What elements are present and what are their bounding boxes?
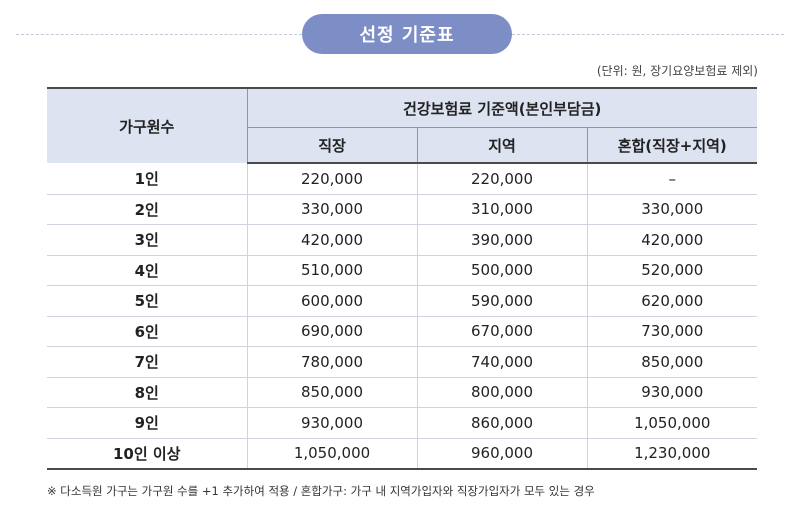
- work-cell: 330,000: [247, 194, 418, 225]
- work-cell: 1,050,000: [247, 438, 418, 470]
- family-count-cell: 10인 이상: [47, 438, 248, 470]
- table-row: 9인 930,000 860,000 1,050,000: [47, 407, 757, 439]
- family-count-cell: 8인: [47, 377, 248, 408]
- work-cell: 850,000: [247, 377, 418, 408]
- mixed-cell: 620,000: [587, 285, 757, 317]
- mixed-cell: 850,000: [587, 346, 757, 378]
- region-cell: 220,000: [417, 163, 588, 195]
- region-cell: 960,000: [417, 438, 588, 470]
- work-cell: 420,000: [247, 224, 418, 256]
- family-count-cell: 1인: [47, 163, 248, 195]
- table-body: 1인 220,000 220,000 – 2인 330,000 310,000 …: [47, 163, 757, 470]
- region-cell: 310,000: [417, 194, 588, 225]
- region-cell: 740,000: [417, 346, 588, 378]
- table-row: 3인 420,000 390,000 420,000: [47, 224, 757, 256]
- family-count-cell: 3인: [47, 224, 248, 256]
- region-cell: 500,000: [417, 255, 588, 286]
- table-row: 6인 690,000 670,000 730,000: [47, 316, 757, 347]
- table-row: 7인 780,000 740,000 850,000: [47, 346, 757, 378]
- work-cell: 600,000: [247, 285, 418, 317]
- region-cell: 590,000: [417, 285, 588, 317]
- region-cell: 390,000: [417, 224, 588, 256]
- region-cell: 670,000: [417, 316, 588, 347]
- work-cell: 510,000: [247, 255, 418, 286]
- mixed-cell: 730,000: [587, 316, 757, 347]
- mixed-cell: 1,050,000: [587, 407, 757, 439]
- mixed-cell: 1,230,000: [587, 438, 757, 470]
- work-cell: 220,000: [247, 163, 418, 195]
- family-count-cell: 9인: [47, 407, 248, 439]
- table-row: 4인 510,000 500,000 520,000: [47, 255, 757, 286]
- header-family-count: 가구원수: [47, 87, 248, 163]
- table-row: 5인 600,000 590,000 620,000: [47, 285, 757, 317]
- mixed-cell: 420,000: [587, 224, 757, 256]
- table-row: 1인 220,000 220,000 –: [47, 163, 757, 195]
- mixed-cell: 330,000: [587, 194, 757, 225]
- footnote: ※ 다소득원 가구는 가구원 수를 +1 추가하여 적용 / 혼합가구: 가구 …: [47, 484, 595, 498]
- table-row: 10인 이상 1,050,000 960,000 1,230,000: [47, 438, 757, 470]
- table-header: 가구원수 건강보험료 기준액(본인부담금) 직장 지역 혼합(직장+지역): [47, 87, 757, 164]
- family-count-cell: 6인: [47, 316, 248, 347]
- page-title: 선정 기준표: [302, 14, 512, 54]
- mixed-cell: 520,000: [587, 255, 757, 286]
- mixed-cell: 930,000: [587, 377, 757, 408]
- work-cell: 690,000: [247, 316, 418, 347]
- family-count-cell: 4인: [47, 255, 248, 286]
- header-mixed: 혼합(직장+지역): [587, 127, 757, 164]
- title-divider-left: [16, 34, 302, 35]
- family-count-cell: 2인: [47, 194, 248, 225]
- table-row: 2인 330,000 310,000 330,000: [47, 194, 757, 225]
- unit-note: (단위: 원, 장기요양보험료 제외): [596, 64, 758, 78]
- title-divider-right: [512, 34, 784, 35]
- table-row: 8인 850,000 800,000 930,000: [47, 377, 757, 408]
- header-premium-group: 건강보험료 기준액(본인부담금): [247, 87, 757, 128]
- region-cell: 860,000: [417, 407, 588, 439]
- header-region: 지역: [417, 127, 588, 164]
- mixed-cell: –: [587, 163, 757, 195]
- header-work: 직장: [247, 127, 418, 164]
- region-cell: 800,000: [417, 377, 588, 408]
- family-count-cell: 5인: [47, 285, 248, 317]
- work-cell: 930,000: [247, 407, 418, 439]
- criteria-table: 가구원수 건강보험료 기준액(본인부담금) 직장 지역 혼합(직장+지역) 1인…: [47, 87, 757, 470]
- work-cell: 780,000: [247, 346, 418, 378]
- family-count-cell: 7인: [47, 346, 248, 378]
